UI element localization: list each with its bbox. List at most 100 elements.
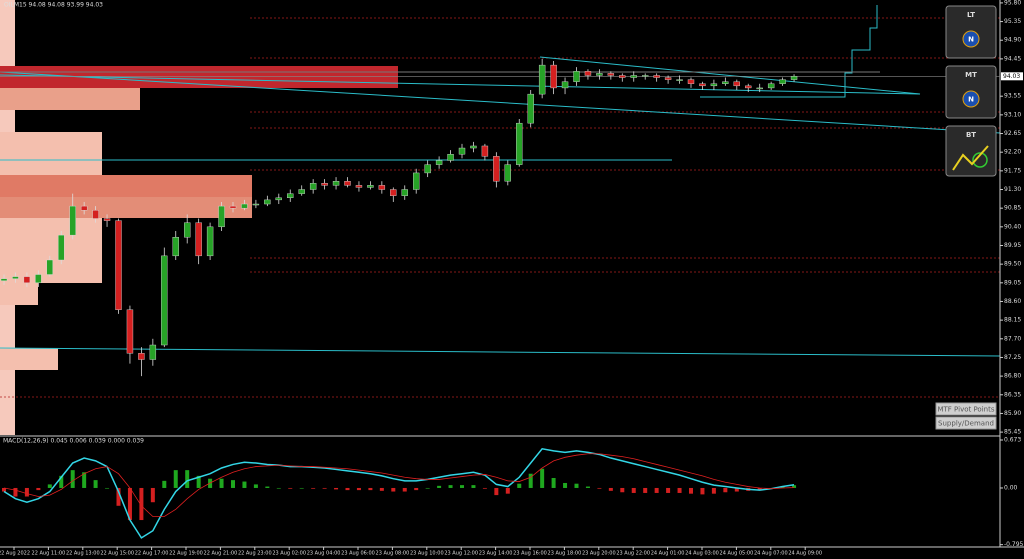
lt-button[interactable]: LT N bbox=[945, 5, 997, 59]
trend-line bbox=[539, 56, 921, 95]
candle-body bbox=[46, 259, 53, 275]
candle-body bbox=[138, 353, 145, 360]
icon-glyph: N bbox=[968, 36, 974, 44]
indicator-line bbox=[3, 453, 795, 517]
y-tick-label: 85.45 bbox=[1004, 429, 1021, 436]
histogram-bar bbox=[620, 487, 625, 493]
profile-bar bbox=[0, 88, 140, 110]
histogram-bar bbox=[59, 475, 64, 488]
histogram-bar bbox=[551, 477, 556, 488]
trend-line bbox=[0, 347, 1001, 357]
candle-body bbox=[344, 181, 351, 186]
histogram-bar bbox=[288, 487, 293, 489]
histogram-bar bbox=[448, 485, 453, 488]
candle-body bbox=[790, 76, 798, 80]
x-tick-label: 22 Aug 17:00 bbox=[135, 551, 169, 557]
candle-body bbox=[630, 75, 637, 78]
candle-body bbox=[504, 164, 511, 182]
histogram-bar bbox=[689, 487, 693, 494]
y-tick-label: 89.05 bbox=[1004, 279, 1021, 286]
candle-body bbox=[309, 183, 317, 190]
candle-body bbox=[12, 276, 19, 279]
icon-glyph: N bbox=[968, 96, 974, 104]
x-tick-label: 23 Aug 04:00 bbox=[307, 551, 341, 557]
histogram-bar bbox=[471, 485, 476, 488]
trend-line bbox=[0, 74, 921, 95]
candle-body bbox=[767, 83, 775, 89]
histogram-bar bbox=[322, 487, 327, 489]
histogram-bar bbox=[47, 484, 52, 488]
profile-bar bbox=[0, 197, 252, 218]
x-tick-label: 23 Aug 14:00 bbox=[479, 551, 513, 557]
chart-title: OILM15 94.08 94.08 93.99 94.03 bbox=[4, 2, 103, 9]
histogram-bar bbox=[299, 487, 304, 489]
histogram-bar bbox=[185, 470, 190, 488]
x-tick-label: 24 Aug 09:00 bbox=[788, 551, 822, 557]
button-label: LT bbox=[967, 11, 975, 19]
histogram-bar bbox=[631, 487, 636, 493]
histogram-bar bbox=[643, 487, 648, 493]
histogram-bar bbox=[265, 486, 270, 488]
candle-body bbox=[550, 64, 557, 89]
candle-body bbox=[435, 160, 443, 165]
candle-body bbox=[23, 276, 31, 284]
histogram-bar bbox=[276, 487, 281, 489]
histogram-bar bbox=[437, 485, 442, 488]
y2-tick-label: 0.673 bbox=[1004, 436, 1021, 443]
candle-body bbox=[298, 189, 305, 194]
pivot-lines bbox=[0, 17, 1000, 398]
histogram-bar bbox=[654, 487, 659, 493]
supply-panel[interactable]: Supply/Demand bbox=[935, 416, 997, 430]
candle-body bbox=[745, 85, 752, 89]
candle-body bbox=[516, 122, 523, 165]
y-tick-label: 94.45 bbox=[1004, 55, 1021, 62]
histogram-bar bbox=[585, 486, 590, 488]
histogram-bar bbox=[723, 487, 728, 493]
candle-body bbox=[687, 79, 695, 84]
x-tick-label: 22 Aug 15:00 bbox=[100, 551, 134, 557]
histogram-bar bbox=[242, 481, 247, 488]
histogram-bar bbox=[666, 487, 671, 493]
histogram-bar bbox=[82, 472, 87, 488]
macd-title: MACD(12,26,9) 0.045 0.006 0.039 0.000 0.… bbox=[3, 438, 144, 445]
candle-body bbox=[607, 73, 615, 76]
histogram-bar bbox=[253, 484, 258, 488]
mt-button[interactable]: MT N bbox=[945, 65, 997, 119]
histogram-bar bbox=[700, 487, 705, 495]
x-tick-label: 22 Aug 21:00 bbox=[204, 551, 238, 557]
histogram-bar bbox=[356, 487, 361, 491]
pivot-panel[interactable]: MTF Pivot Points bbox=[935, 402, 997, 416]
y-tick-label: 90.85 bbox=[1004, 205, 1021, 212]
y-tick-label: 87.70 bbox=[1004, 335, 1021, 342]
trend-lines bbox=[0, 5, 1001, 357]
y-tick-label: 86.35 bbox=[1004, 391, 1021, 398]
candle-body bbox=[493, 156, 500, 182]
profile-bar bbox=[0, 175, 252, 197]
bt-button[interactable]: BT bbox=[945, 125, 997, 177]
last-price-label: 94.03 bbox=[1003, 73, 1020, 80]
x-tick-label: 23 Aug 12:00 bbox=[444, 551, 478, 557]
y-tick-label: 88.15 bbox=[1004, 317, 1021, 324]
candle-body bbox=[424, 164, 431, 174]
histogram-bar bbox=[36, 487, 41, 491]
candle-body bbox=[58, 234, 65, 261]
profile-bar bbox=[0, 348, 58, 370]
button-panel: LT N MT N BT MTF Pivot Points Supply/Dem… bbox=[935, 5, 997, 430]
histogram-bar bbox=[792, 485, 797, 488]
histogram-bar bbox=[24, 487, 29, 497]
candle-body bbox=[664, 77, 672, 80]
candle-body bbox=[35, 274, 42, 284]
candle-body bbox=[80, 205, 88, 211]
histogram-bar bbox=[311, 487, 316, 489]
button-icon bbox=[962, 30, 980, 48]
profile-bar bbox=[0, 132, 102, 175]
candle-body bbox=[0, 278, 8, 281]
candle-body bbox=[367, 185, 374, 188]
button-icon bbox=[972, 152, 988, 168]
candle-body bbox=[481, 145, 489, 157]
histogram-bar bbox=[677, 487, 682, 493]
candle-body bbox=[69, 205, 76, 236]
candle-body bbox=[92, 210, 99, 219]
